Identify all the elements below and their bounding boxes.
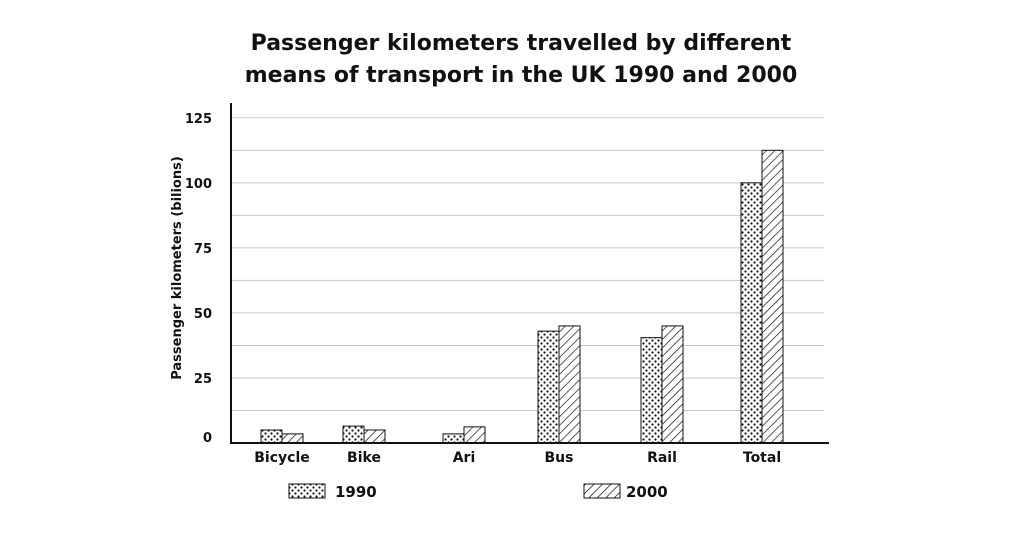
bar-bus-2000: [558, 325, 581, 444]
y-tick-label: 50: [194, 307, 212, 322]
x-tick-label-bicycle: Bicycle: [254, 450, 310, 466]
bar-total-1990: [740, 182, 763, 444]
x-tick-label-bike: Bike: [347, 450, 381, 466]
x-tick-label-ari: Ari: [453, 450, 476, 466]
chart-title-line-2: means of transport in the UK 1990 and 20…: [245, 63, 798, 88]
y-tick-label: 0: [203, 431, 212, 446]
bar-rail-2000: [661, 325, 684, 444]
legend-swatch-1990: [288, 483, 326, 499]
bars: [260, 149, 784, 444]
legend: 1990 2000: [288, 483, 668, 501]
bar-total-2000: [761, 149, 784, 444]
legend-label-2000: 2000: [626, 483, 668, 501]
x-axis-categories: Bicycle Bike Ari Bus Rail Total: [254, 450, 781, 466]
x-tick-label-rail: Rail: [647, 450, 677, 466]
chart-title-line-1: Passenger kilometers travelled by differ…: [251, 31, 792, 56]
legend-swatch-2000: [583, 483, 621, 499]
bar-bicycle-1990: [260, 429, 283, 444]
x-tick-label-total: Total: [743, 450, 781, 466]
bar-bike-1990: [342, 425, 365, 444]
bar-bike-2000: [363, 429, 386, 444]
bar-rail-1990: [640, 337, 663, 444]
bar-bus-1990: [537, 330, 560, 444]
y-tick-label: 100: [185, 177, 212, 192]
bar-ari-1990: [442, 433, 465, 444]
y-tick-label: 125: [185, 112, 212, 127]
y-axis-label: Passenger kilometers (bilions): [170, 156, 185, 380]
legend-label-1990: 1990: [335, 483, 377, 501]
y-axis-ticks: 0 25 50 75 100 125: [185, 112, 212, 446]
x-tick-label-bus: Bus: [545, 450, 574, 466]
bar-ari-2000: [463, 426, 486, 444]
gridlines: [231, 117, 824, 411]
y-tick-label: 25: [194, 372, 212, 387]
y-tick-label: 75: [194, 242, 212, 257]
bar-bicycle-2000: [281, 433, 304, 444]
